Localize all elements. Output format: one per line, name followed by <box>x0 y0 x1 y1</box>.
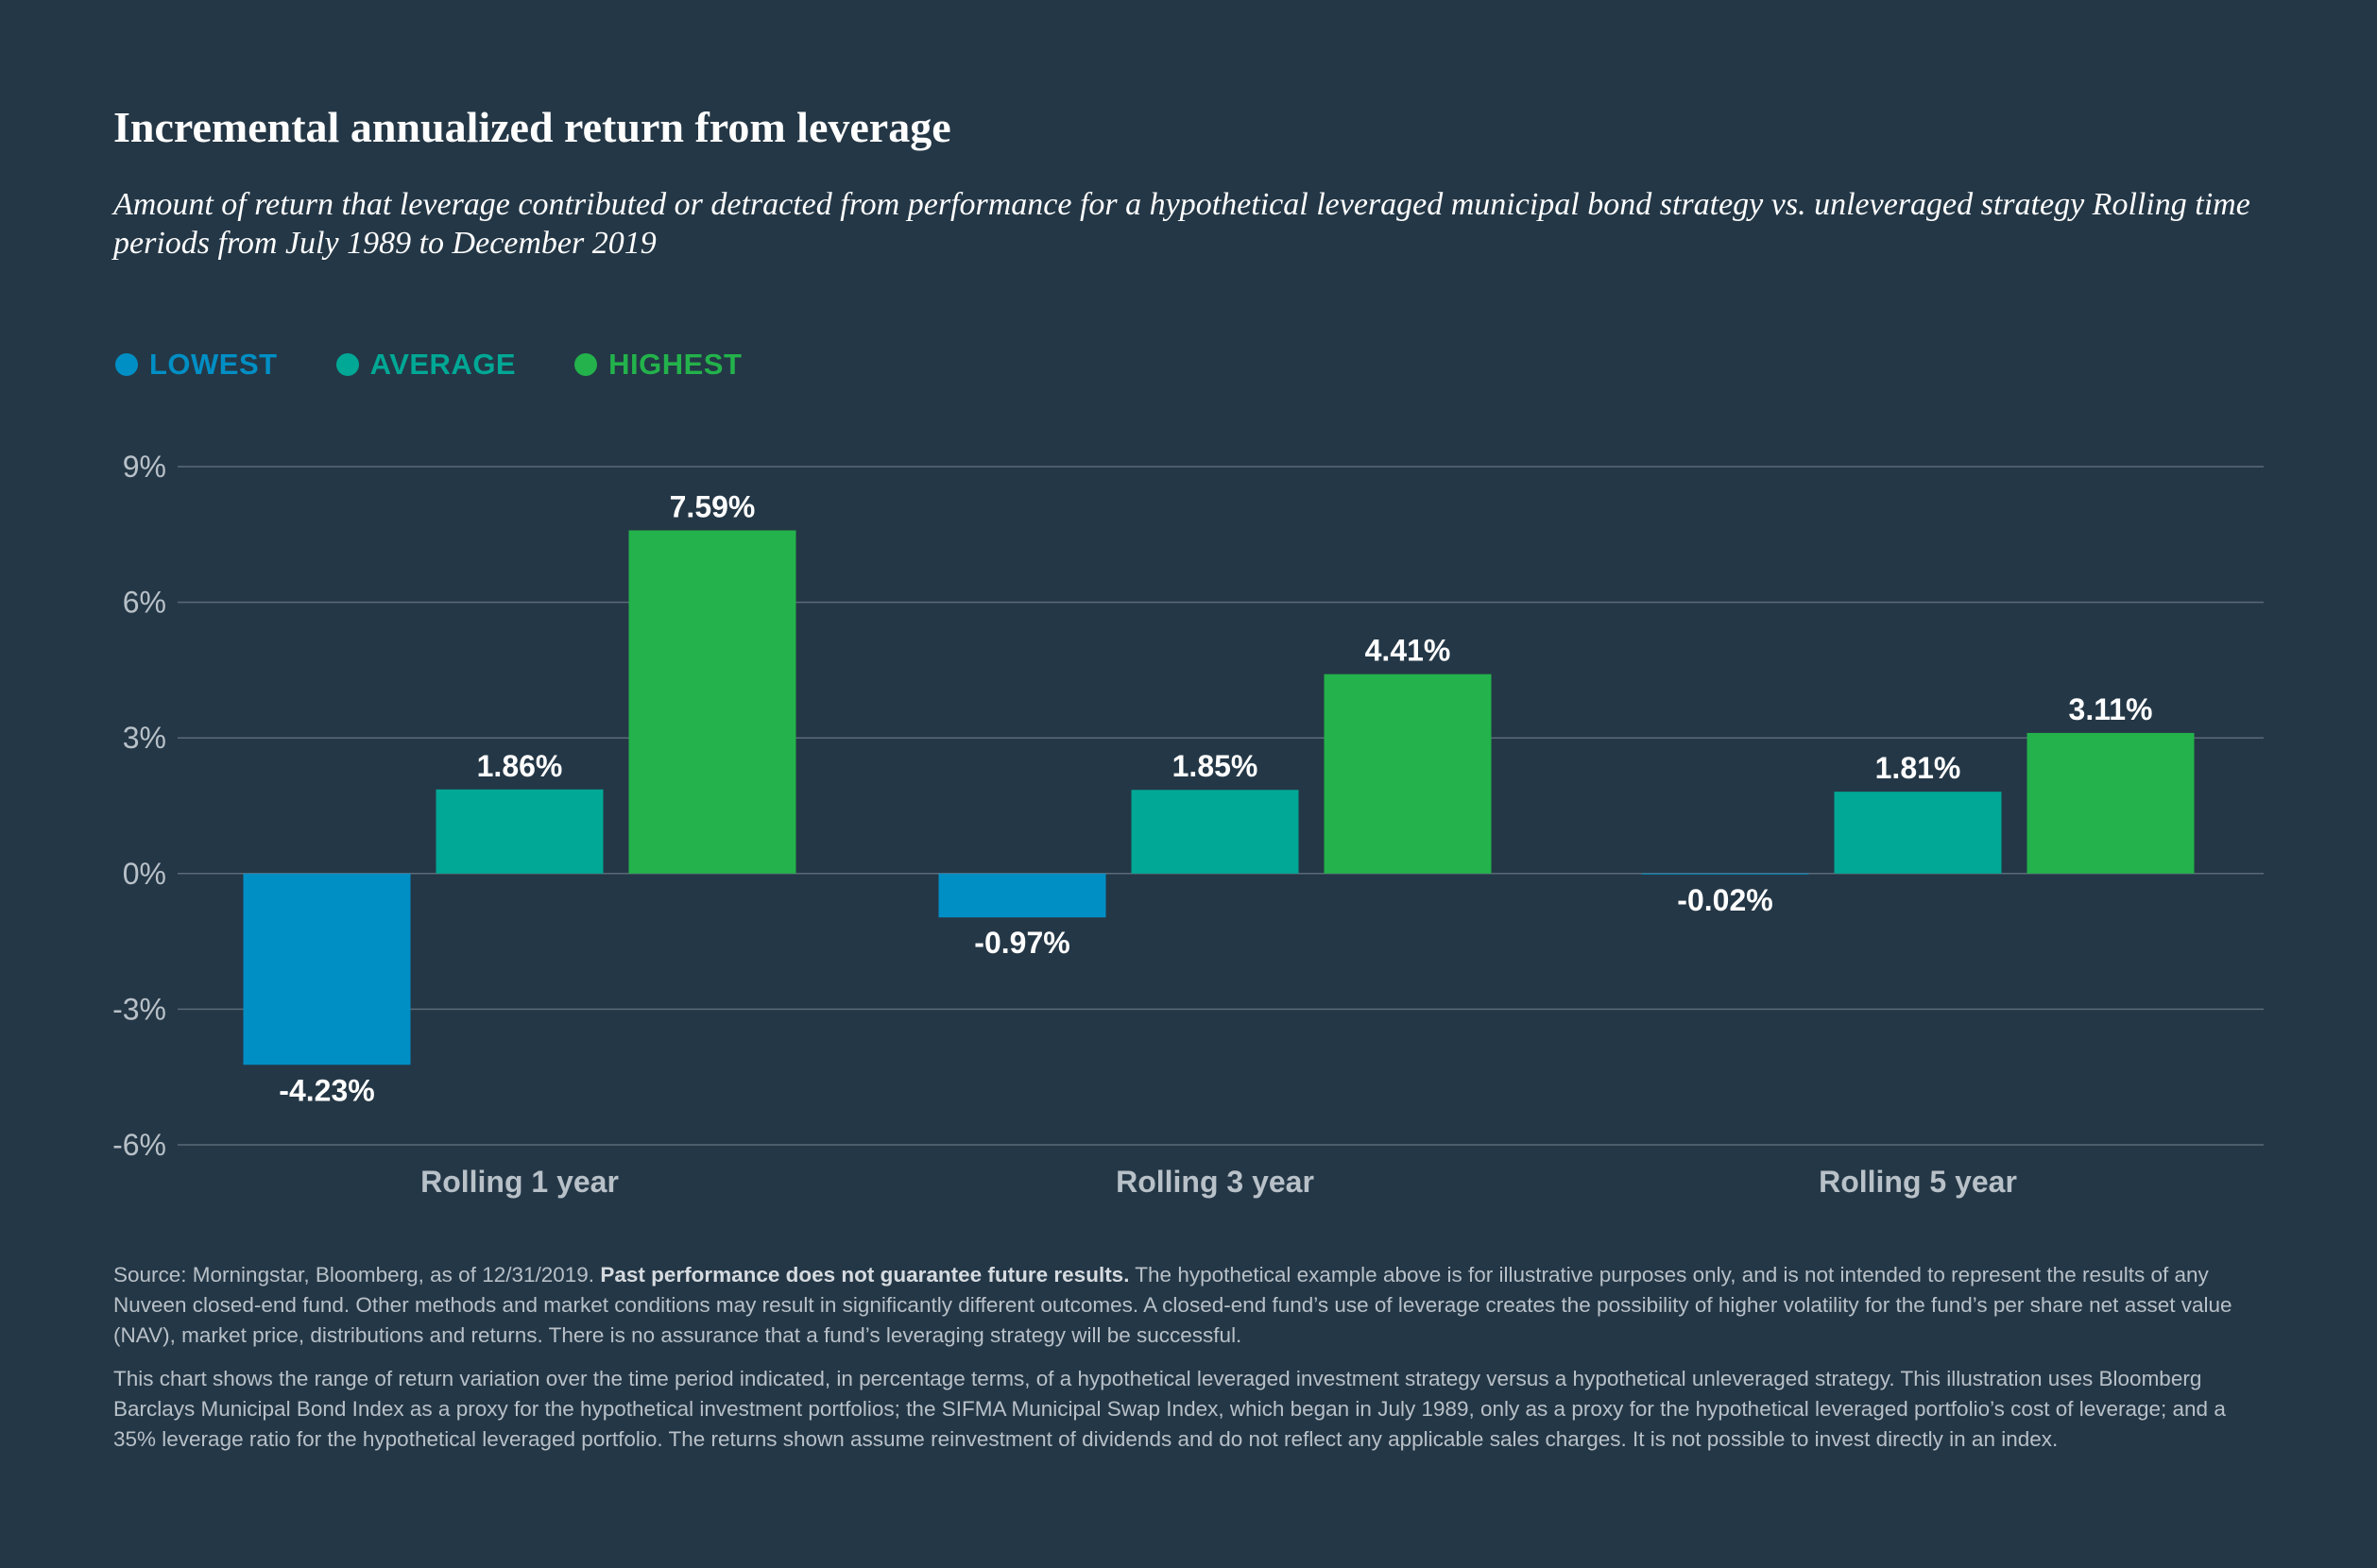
bar-highest <box>1324 673 1492 874</box>
legend: LOWEST AVERAGE HIGHEST <box>115 348 800 382</box>
bar-highest <box>2026 732 2195 874</box>
legend-swatch-highest <box>574 353 598 376</box>
bar-lowest <box>1641 873 1809 875</box>
y-tick-label: -3% <box>112 992 166 1026</box>
data-label: 1.81% <box>1875 751 1961 785</box>
footnote-source-rest: The hypothetical example above is for il… <box>113 1263 2232 1347</box>
y-tick-label: 3% <box>123 721 166 755</box>
footnotes: Source: Morningstar, Bloomberg, as of 12… <box>113 1260 2267 1468</box>
data-label: 3.11% <box>2069 692 2153 726</box>
legend-item-highest: HIGHEST <box>574 348 742 382</box>
data-label: -4.23% <box>279 1073 374 1107</box>
y-tick-label: 6% <box>123 586 166 620</box>
data-label: -0.02% <box>1677 883 1772 917</box>
footnote-source: Source: Morningstar, Bloomberg, as of 12… <box>113 1260 2267 1351</box>
data-label: -0.97% <box>974 926 1069 960</box>
y-tick-label: 9% <box>123 450 166 484</box>
data-label: 7.59% <box>670 489 756 523</box>
data-label: 1.85% <box>1172 749 1258 783</box>
bar-lowest <box>243 873 411 1065</box>
legend-swatch-lowest <box>115 353 138 376</box>
data-label: 4.41% <box>1365 634 1451 668</box>
bar-lowest <box>938 873 1106 918</box>
chart-title: Incremental annualized return from lever… <box>113 103 951 151</box>
bar-average <box>1131 790 1299 874</box>
footnote-methodology: This chart shows the range of return var… <box>113 1367 2226 1451</box>
footnote-disclaimer-bold: Past performance does not guarantee futu… <box>600 1263 1130 1287</box>
bar-highest <box>628 530 796 874</box>
x-category-label: Rolling 5 year <box>1819 1165 2017 1199</box>
legend-label-highest: HIGHEST <box>608 348 743 381</box>
legend-swatch-average <box>335 353 359 376</box>
chart-subtitle: Amount of return that leverage contribut… <box>113 187 2250 261</box>
x-category-label: Rolling 3 year <box>1116 1165 1314 1199</box>
legend-item-average: AVERAGE <box>335 348 517 382</box>
footnote-source-lead: Source: Morningstar, Bloomberg, as of 12… <box>113 1263 601 1287</box>
bar-average <box>1834 792 2002 874</box>
y-tick-label: 0% <box>123 857 166 891</box>
legend-label-average: AVERAGE <box>369 348 517 381</box>
legend-label-lowest: LOWEST <box>149 348 278 381</box>
bar-chart: 9% 6% 3% 0% -3% -6% -4.23% 1.86% 7.59% Rolling 1 … <box>112 450 2264 1199</box>
bar-average <box>436 789 604 874</box>
legend-item-lowest: LOWEST <box>115 348 278 382</box>
y-tick-label: -6% <box>112 1128 166 1162</box>
x-category-label: Rolling 1 year <box>420 1165 619 1199</box>
data-label: 1.86% <box>477 749 563 783</box>
